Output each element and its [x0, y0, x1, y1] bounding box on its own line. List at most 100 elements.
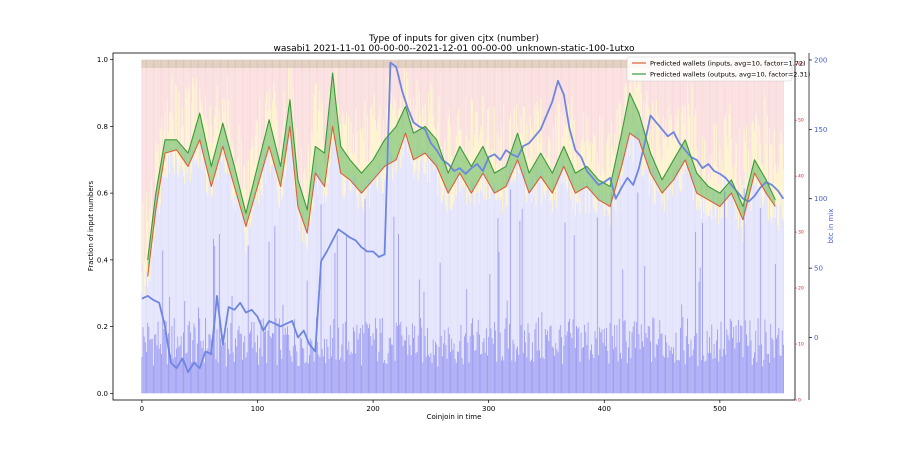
- stacked-bar-segment: [355, 68, 357, 109]
- stacked-bar-segment: [537, 182, 539, 318]
- stacked-bar-segment: [473, 59, 475, 69]
- stacked-bar-segment: [159, 68, 161, 130]
- stacked-bar-segment: [674, 135, 676, 174]
- stacked-bar-segment: [668, 68, 670, 106]
- stacked-bar-segment: [191, 103, 193, 174]
- stacked-bar-segment: [158, 59, 160, 69]
- stacked-bar-segment: [239, 333, 241, 394]
- stacked-bar-segment: [735, 68, 737, 143]
- stacked-bar-segment: [194, 59, 196, 69]
- stacked-bar-segment: [542, 357, 544, 394]
- stacked-bar-segment: [355, 353, 357, 394]
- stacked-bar-segment: [357, 209, 359, 340]
- stacked-bar-segment: [712, 192, 714, 359]
- stacked-bar-segment: [772, 217, 774, 341]
- stacked-bar-segment: [488, 336, 490, 394]
- stacked-bar-segment: [466, 204, 468, 290]
- stacked-bar-segment: [571, 175, 573, 339]
- stacked-bar-segment: [462, 68, 464, 147]
- stacked-bar-segment: [422, 149, 424, 363]
- stacked-bar-segment: [409, 345, 411, 394]
- stacked-bar-segment: [170, 354, 172, 394]
- stacked-bar-segment: [166, 364, 168, 394]
- stacked-bar-segment: [473, 68, 475, 148]
- stacked-bar-segment: [350, 122, 352, 192]
- stacked-bar-segment: [373, 339, 375, 394]
- stacked-bar-segment: [533, 68, 535, 173]
- stacked-bar-segment: [185, 353, 187, 394]
- stacked-bar-segment: [253, 59, 255, 69]
- stacked-bar-segment: [529, 361, 531, 394]
- stacked-bar-segment: [265, 59, 267, 69]
- stacked-bar-segment: [142, 68, 144, 204]
- stacked-bar-segment: [633, 66, 635, 137]
- stacked-bar-segment: [779, 143, 781, 206]
- stacked-bar-segment: [203, 362, 205, 394]
- stacked-bar-segment: [573, 120, 575, 194]
- stacked-bar-segment: [576, 68, 577, 158]
- stacked-bar-segment: [240, 333, 242, 394]
- stacked-bar-segment: [252, 68, 254, 146]
- stacked-bar-segment: [161, 117, 163, 171]
- stacked-bar-segment: [439, 68, 441, 149]
- stacked-bar-segment: [507, 176, 509, 349]
- stacked-bar-segment: [497, 59, 499, 69]
- stacked-bar-segment: [554, 355, 556, 394]
- stacked-bar-segment: [581, 347, 583, 394]
- stacked-bar-segment: [782, 220, 784, 345]
- stacked-bar-segment: [467, 189, 469, 343]
- stacked-bar-segment: [780, 130, 782, 195]
- stacked-bar-segment: [546, 68, 547, 158]
- stacked-bar-segment: [766, 353, 768, 394]
- stacked-bar-segment: [750, 68, 752, 182]
- stacked-bar-segment: [570, 121, 572, 199]
- stacked-bar-segment: [497, 68, 499, 133]
- stacked-bar-segment: [678, 188, 680, 361]
- stacked-bar-segment: [401, 59, 403, 69]
- stacked-bar-segment: [392, 68, 394, 110]
- stacked-bar-segment: [543, 68, 545, 154]
- stacked-bar-segment: [583, 68, 584, 113]
- stacked-bar-segment: [569, 318, 571, 394]
- stacked-bar-segment: [347, 59, 349, 69]
- stacked-bar-segment: [630, 133, 632, 358]
- stacked-bar-segment: [724, 117, 725, 175]
- stacked-bar-segment: [662, 355, 664, 394]
- stacked-bar-segment: [239, 59, 241, 69]
- stacked-bar-segment: [303, 68, 305, 173]
- stacked-bar-segment: [504, 68, 506, 166]
- stacked-bar-segment: [455, 195, 457, 363]
- stacked-bar-segment: [530, 129, 532, 203]
- stacked-bar-segment: [565, 59, 567, 69]
- stacked-bar-segment: [722, 348, 724, 394]
- stacked-bar-segment: [243, 165, 245, 209]
- stacked-bar-segment: [707, 215, 709, 353]
- stacked-bar-segment: [166, 59, 168, 69]
- stacked-bar-segment: [437, 59, 439, 69]
- stacked-bar-segment: [710, 209, 712, 353]
- y-axis-label: Fraction of input numbers: [87, 180, 95, 271]
- stacked-bar-segment: [340, 173, 342, 358]
- stacked-bar-segment: [588, 59, 590, 69]
- stacked-bar-segment: [277, 322, 279, 394]
- stacked-bar-segment: [222, 159, 224, 335]
- stacked-bar-segment: [617, 361, 619, 394]
- stacked-bar-segment: [151, 68, 153, 226]
- stacked-bar-segment: [388, 100, 390, 167]
- stacked-bar-segment: [435, 68, 436, 130]
- stacked-bar-segment: [454, 59, 456, 69]
- stacked-bar-segment: [460, 59, 462, 69]
- stacked-bar-segment: [581, 184, 583, 348]
- stacked-bar-segment: [324, 59, 325, 69]
- stacked-bar-segment: [493, 68, 495, 107]
- stacked-bar-segment: [622, 68, 624, 142]
- stacked-bar-segment: [192, 340, 194, 394]
- stacked-bar-segment: [703, 212, 705, 356]
- stacked-bar-segment: [344, 59, 346, 69]
- y-tick-label: 1.0: [97, 56, 108, 64]
- stacked-bar-segment: [705, 218, 707, 361]
- stacked-bar-segment: [500, 122, 502, 198]
- stacked-bar-segment: [342, 59, 344, 69]
- stacked-bar-segment: [549, 326, 551, 394]
- stacked-bar-segment: [445, 206, 447, 345]
